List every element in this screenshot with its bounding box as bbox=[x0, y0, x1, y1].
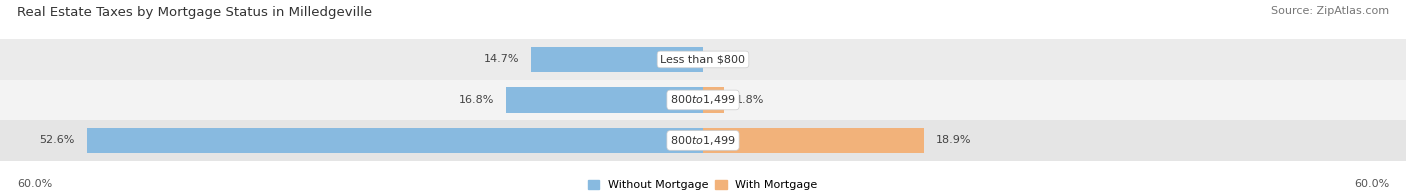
Legend: Without Mortgage, With Mortgage: Without Mortgage, With Mortgage bbox=[588, 180, 818, 191]
Text: 16.8%: 16.8% bbox=[460, 95, 495, 105]
Bar bbox=[506, 87, 703, 113]
Bar bbox=[0, 39, 1406, 80]
Bar bbox=[87, 128, 703, 153]
Bar bbox=[0, 80, 1406, 120]
Bar bbox=[531, 47, 703, 72]
Bar bbox=[0, 120, 1406, 161]
Text: $800 to $1,499: $800 to $1,499 bbox=[671, 134, 735, 147]
Bar bbox=[703, 87, 724, 113]
Text: 52.6%: 52.6% bbox=[39, 135, 75, 145]
Text: 18.9%: 18.9% bbox=[936, 135, 972, 145]
Text: 1.8%: 1.8% bbox=[735, 95, 765, 105]
Bar bbox=[703, 128, 925, 153]
Text: 60.0%: 60.0% bbox=[1354, 179, 1389, 189]
Text: $800 to $1,499: $800 to $1,499 bbox=[671, 93, 735, 106]
Text: 60.0%: 60.0% bbox=[17, 179, 52, 189]
Text: 14.7%: 14.7% bbox=[484, 54, 519, 64]
Text: 0.0%: 0.0% bbox=[714, 54, 742, 64]
Text: Less than $800: Less than $800 bbox=[661, 54, 745, 64]
Text: Real Estate Taxes by Mortgage Status in Milledgeville: Real Estate Taxes by Mortgage Status in … bbox=[17, 6, 373, 19]
Text: Source: ZipAtlas.com: Source: ZipAtlas.com bbox=[1271, 6, 1389, 16]
